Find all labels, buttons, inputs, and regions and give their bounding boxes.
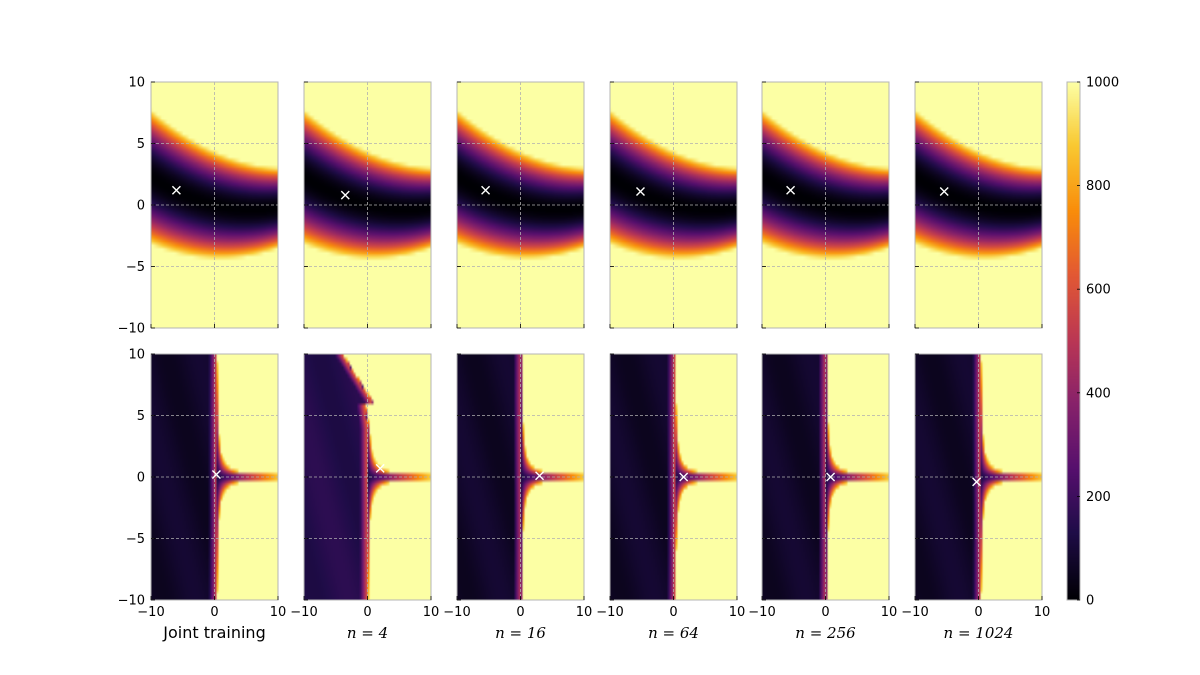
- x-tick-label: 10: [270, 605, 287, 620]
- colorbar: 0 200 400 600 800 1000: [1066, 76, 1119, 609]
- y-tick-label: −5: [126, 532, 145, 547]
- minimum-marker: [481, 185, 491, 195]
- column-label-5: n = 1024: [944, 624, 1014, 642]
- x-tick-label: 0: [974, 605, 982, 620]
- heatmap-panel-r1-c0: −10 −5 0 5 10 −10 0 10: [118, 348, 287, 621]
- x-tick-label: −10: [443, 605, 470, 620]
- colorbar-tick-label: 800: [1086, 179, 1111, 194]
- heatmap-panel-r0-c1: [303, 81, 432, 329]
- minimum-marker: [635, 186, 645, 196]
- heatmap-panel-r0-c4: [761, 81, 890, 329]
- colorbar-tick-label: 600: [1086, 283, 1111, 298]
- minimum-marker: [972, 477, 982, 487]
- minimum-marker: [171, 185, 181, 195]
- heatmap-panel-r0-c0: −10 −5 0 5 10: [118, 76, 279, 337]
- y-tick-label: 0: [137, 471, 145, 486]
- column-labels: Joint training n = 4 n = 16 n = 64 n = 256 n …: [162, 623, 1013, 642]
- heatmap-panel-r0-c3: [609, 81, 738, 329]
- x-tick-label: −10: [901, 605, 928, 620]
- y-tick-label: 10: [128, 76, 145, 91]
- x-tick-label: 10: [881, 605, 898, 620]
- heatmap-panel-r1-c2: −10 0 10: [443, 353, 593, 620]
- y-tick-label: 10: [128, 348, 145, 363]
- x-tick-label: −10: [137, 605, 164, 620]
- x-tick-label: 10: [576, 605, 593, 620]
- heatmap-panel-r0-c2: [456, 81, 585, 329]
- minimum-marker: [679, 472, 689, 482]
- y-tick-label: 5: [137, 137, 145, 152]
- heatmap-panel-r1-c4: −10 0 10: [748, 353, 898, 620]
- y-tick-label: 5: [137, 409, 145, 424]
- x-tick-label: 0: [669, 605, 677, 620]
- column-label-0: Joint training: [162, 623, 265, 642]
- x-tick-label: 10: [729, 605, 746, 620]
- minimum-marker: [211, 470, 221, 480]
- x-tick-label: 10: [1034, 605, 1051, 620]
- colorbar-tick-label: 1000: [1086, 76, 1119, 91]
- heatmap-panel-r1-c3: −10 0 10: [596, 353, 746, 620]
- colorbar-tick-label: 400: [1086, 386, 1111, 401]
- minimum-marker: [786, 185, 796, 195]
- column-label-3: n = 64: [648, 624, 699, 642]
- colorbar-gradient: [1067, 82, 1080, 600]
- colorbar-tick-label: 200: [1086, 490, 1111, 505]
- x-tick-label: 0: [363, 605, 371, 620]
- x-tick-label: 0: [210, 605, 218, 620]
- heatmap-panel-r0-c5: [914, 81, 1043, 329]
- heatmap-panel-r1-c5: −10 0 10: [901, 353, 1051, 620]
- minimum-marker: [340, 190, 350, 200]
- minimum-marker: [535, 471, 545, 481]
- colorbar-tick-label: 0: [1086, 594, 1094, 609]
- x-tick-label: −10: [290, 605, 317, 620]
- column-label-1: n = 4: [347, 624, 388, 642]
- column-label-2: n = 16: [495, 624, 546, 642]
- y-tick-label: −10: [118, 322, 145, 337]
- x-tick-label: 0: [821, 605, 829, 620]
- y-tick-label: −10: [118, 594, 145, 609]
- heatmap-panel-r1-c1: −10 0 10: [290, 353, 440, 620]
- minimum-marker: [826, 472, 836, 482]
- y-tick-label: −5: [126, 260, 145, 275]
- minimum-marker: [375, 463, 385, 473]
- column-label-4: n = 256: [795, 624, 856, 642]
- x-tick-label: 0: [516, 605, 524, 620]
- x-tick-label: 10: [423, 605, 440, 620]
- minimum-marker: [939, 186, 949, 196]
- x-tick-label: −10: [748, 605, 775, 620]
- y-tick-label: 0: [137, 199, 145, 214]
- colorbar-frame: [1066, 81, 1081, 601]
- x-tick-label: −10: [596, 605, 623, 620]
